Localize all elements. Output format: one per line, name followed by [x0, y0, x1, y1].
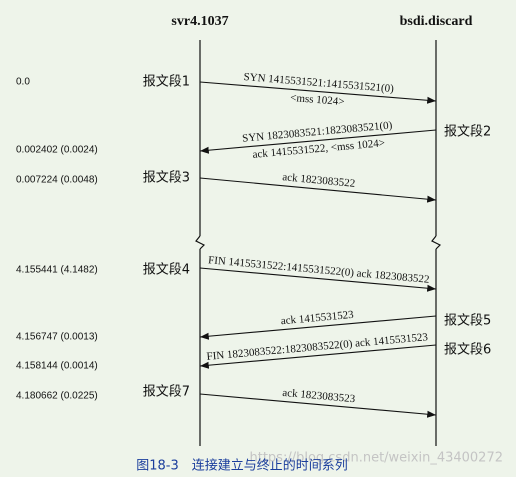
segment-label: 报文段1: [143, 75, 190, 90]
arrow: [199, 315, 437, 340]
segment-label: 报文段6: [444, 343, 491, 358]
arrow: [199, 81, 437, 104]
timestamp: 0.0: [16, 77, 30, 88]
segment-label: 报文段2: [444, 125, 491, 140]
timestamp: 0.002402 (0.0024): [16, 145, 98, 156]
break: [195, 235, 206, 250]
segment-label: 报文段5: [444, 314, 491, 329]
arrow: [199, 267, 437, 292]
segment-label: 报文段4: [143, 263, 190, 278]
timestamp: 4.155441 (4.1482): [16, 265, 98, 276]
caption: 图18-3 连接建立与终止的时间系列: [136, 458, 348, 474]
arrow: [199, 393, 437, 418]
timestamp: 4.156747 (0.0013): [16, 332, 98, 343]
timestamp: 4.158144 (0.0014): [16, 361, 98, 372]
watermark: https://blog.csdn.net/weixin_43400272: [249, 451, 503, 466]
timestamp: 0.007224 (0.0048): [16, 175, 98, 186]
host-left: svr4.1037: [171, 14, 228, 29]
message-text: <mss 1024>: [290, 92, 345, 108]
segment-label: 报文段7: [143, 385, 190, 400]
break: [431, 235, 442, 250]
segment-label: 报文段3: [143, 171, 190, 186]
arrow: [199, 129, 437, 154]
timelines: [195, 40, 442, 446]
arrow: [199, 177, 437, 203]
host-right: bsdi.discard: [400, 14, 473, 29]
timestamp: 4.180662 (0.0225): [16, 391, 98, 402]
arrow: [199, 344, 437, 369]
